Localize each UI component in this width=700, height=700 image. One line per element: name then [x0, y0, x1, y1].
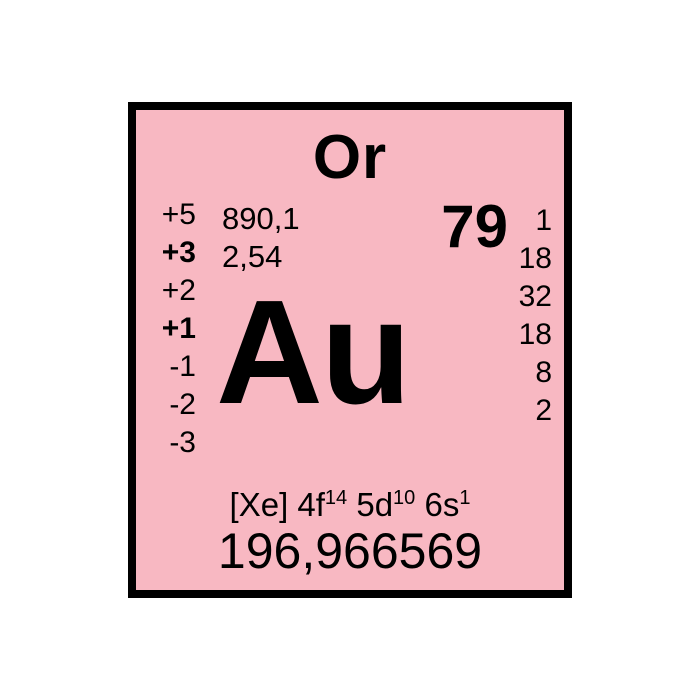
oxidation-state-value: +3 [148, 234, 196, 272]
shell-count: 18 [508, 316, 552, 354]
oxidation-states-list: +5+3+2+1-1-2-3 [148, 196, 196, 462]
shell-count: 8 [508, 354, 552, 392]
oxidation-state-value: -1 [148, 348, 196, 386]
config-sup-2: 10 [393, 487, 415, 509]
electron-shells-list: 118321882 [508, 202, 552, 430]
element-name: Or [136, 122, 564, 193]
shell-count: 18 [508, 240, 552, 278]
atomic-number: 79 [441, 192, 508, 261]
config-sup-3: 1 [459, 487, 470, 509]
oxidation-state-value: +1 [148, 310, 196, 348]
electron-configuration: [Xe] 4f14 5d10 6s1 [136, 486, 564, 524]
properties-block: 890,1 2,54 [222, 200, 300, 276]
oxidation-state-value: -2 [148, 386, 196, 424]
property-value-1: 890,1 [222, 200, 300, 238]
oxidation-state-value: +2 [148, 272, 196, 310]
shell-count: 2 [508, 392, 552, 430]
config-sup-1: 14 [325, 487, 347, 509]
shell-count: 32 [508, 278, 552, 316]
config-mid-1: 5d [347, 486, 393, 523]
config-mid-2: 6s [415, 486, 459, 523]
periodic-element-tile: Or +5+3+2+1-1-2-3 890,1 2,54 79 Au 11832… [128, 102, 572, 598]
atomic-mass: 196,966569 [136, 522, 564, 580]
config-prefix: [Xe] 4f [230, 486, 325, 523]
shell-count: 1 [508, 202, 552, 240]
element-symbol: Au [216, 268, 409, 438]
oxidation-state-value: +5 [148, 196, 196, 234]
oxidation-state-value: -3 [148, 424, 196, 462]
